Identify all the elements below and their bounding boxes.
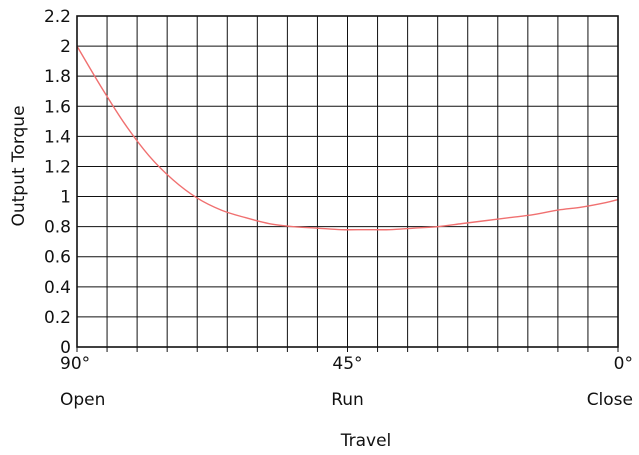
y-tick-label: 0.2 [44,308,71,328]
y-tick-label: 0.8 [44,218,71,238]
x-tick-label: 45° [332,354,362,374]
y-tick-label: 2.2 [44,7,71,27]
y-tick-label: 1.6 [44,97,71,117]
y-tick-label: 1.4 [44,127,71,147]
series-layer [76,45,619,231]
y-tick-labels: 0 0.2 0.4 0.6 0.8 1 1.2 1.4 1.6 1.8 2 2.2 [44,7,71,358]
y-tick-label: 0 [60,338,71,358]
y-tick-label: 1.8 [44,67,71,87]
vertical-gridlines [106,16,589,347]
x-tick-label: 90° [60,354,90,374]
y-axis-title: Output Torque [9,105,29,226]
x-tick-labels: 90° Open 45° Run 0° Close [60,354,633,410]
x-axis-title: Travel [340,431,392,451]
x-tick-sublabel: Run [331,390,364,410]
x-tick-sublabel: Close [587,390,633,410]
y-tick-label: 2 [60,37,71,57]
y-tick-label: 0.6 [44,248,71,268]
x-tick-sublabel: Open [60,390,105,410]
series-line [76,45,619,231]
y-tick-label: 1.2 [44,157,71,177]
plot-frame [76,15,619,348]
y-tick-label: 1 [60,188,71,208]
x-tick-label: 0° [614,354,633,374]
horizontal-gridlines [77,45,618,318]
x-tick-marks [76,347,619,352]
y-tick-label: 0.4 [44,278,71,298]
